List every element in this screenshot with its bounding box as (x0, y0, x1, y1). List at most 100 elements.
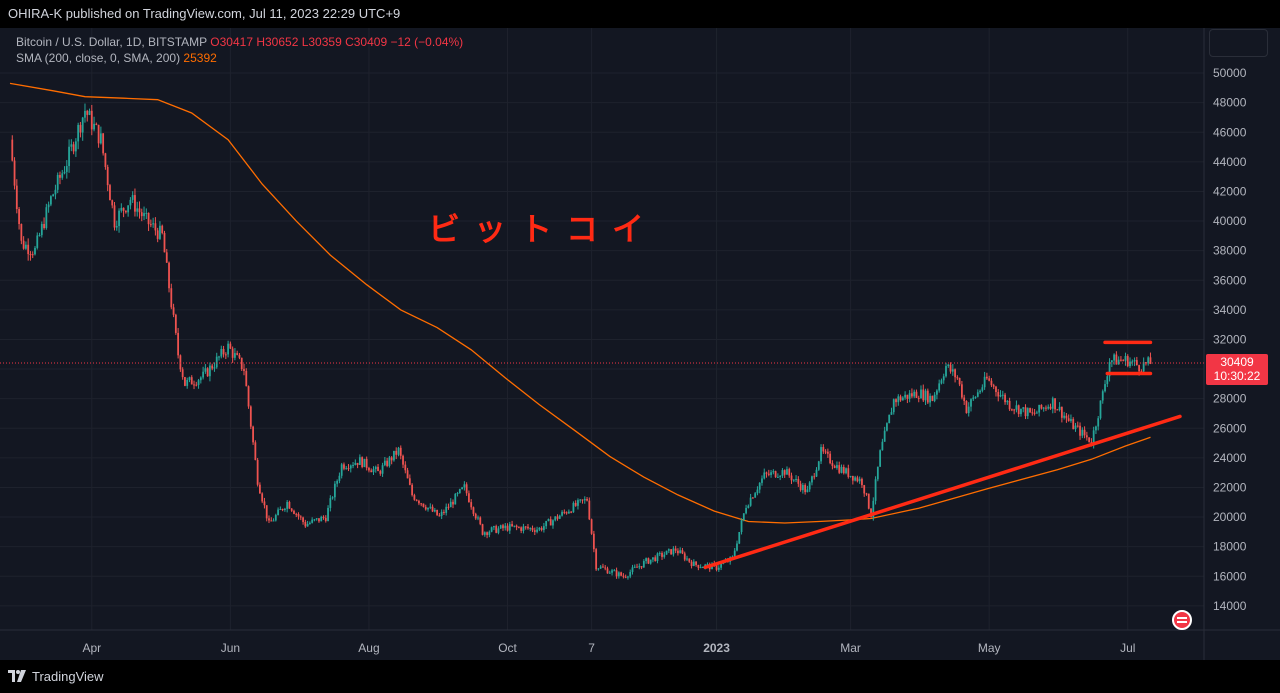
candle-body (499, 525, 502, 529)
y-tick-label: 44000 (1213, 155, 1247, 169)
price-chart[interactable]: 14000 16000 18000 20000 22000 24000 26000 28000… (0, 28, 1280, 660)
candle-body (506, 525, 509, 531)
candle-body (697, 564, 700, 568)
candle-body (468, 493, 470, 503)
candle-body (383, 460, 386, 466)
candle-body (933, 394, 936, 401)
candle-body (224, 354, 227, 356)
candle-body (1115, 354, 1118, 365)
candle-body (65, 166, 68, 172)
candle-body (354, 462, 357, 466)
candle-body (640, 566, 643, 568)
candle-body (1097, 418, 1100, 427)
candle-body (90, 110, 93, 130)
candle-body (486, 532, 488, 535)
candle-body (956, 377, 959, 379)
scale-settings-button[interactable] (1209, 29, 1268, 57)
candles (11, 103, 1152, 580)
candle-body (988, 378, 991, 381)
candle-body (833, 465, 836, 468)
candle-body (531, 527, 534, 531)
candle-body (88, 110, 91, 115)
candle-body (61, 173, 64, 178)
candle-body (36, 235, 39, 248)
candle-body (979, 390, 981, 393)
candle-body (179, 355, 182, 370)
y-tick-label: 42000 (1213, 184, 1247, 198)
candle-body (161, 225, 164, 233)
chart-area[interactable]: 14000 16000 18000 20000 22000 24000 26000 28000… (0, 28, 1280, 660)
candle-body (549, 519, 552, 526)
candle-body (1083, 429, 1086, 436)
candle-body (113, 205, 116, 228)
candle-body (1049, 406, 1052, 409)
us-flag-icon[interactable] (1172, 610, 1192, 630)
candle-body (627, 576, 629, 578)
candle-body (879, 450, 882, 467)
candle-body (556, 516, 559, 519)
candle-body (361, 457, 364, 468)
candle-body (290, 508, 293, 511)
candle-body (997, 392, 1000, 397)
candle-body (767, 473, 770, 475)
candle-body (311, 519, 314, 523)
candle-body (495, 526, 498, 533)
candle-body (283, 508, 286, 510)
candle-body (631, 567, 634, 572)
candle-body (272, 520, 275, 522)
candle-body (413, 495, 416, 500)
candle-body (86, 110, 89, 115)
trendline-drawing (703, 414, 1182, 570)
candle-body (322, 516, 325, 518)
candle-body (985, 376, 988, 379)
candle-body (1099, 400, 1102, 419)
candle-body (368, 467, 370, 471)
y-tick-label: 46000 (1213, 125, 1247, 139)
candle-body (736, 543, 738, 551)
candle-body (699, 567, 702, 569)
candle-body (517, 527, 520, 529)
candle-body (788, 469, 791, 476)
candle-body (1031, 412, 1034, 414)
candle-body (440, 511, 443, 516)
candle-body (1008, 400, 1011, 410)
candle-body (1040, 404, 1043, 409)
candle-body (917, 397, 920, 399)
candle-body (129, 199, 132, 206)
candle-body (308, 522, 311, 524)
candle-body (595, 549, 598, 570)
candle-body (1058, 406, 1061, 410)
candle-body (156, 230, 159, 239)
candle-body (181, 369, 184, 378)
candle-body (427, 507, 429, 510)
candle-body (1149, 357, 1152, 364)
candle-body (976, 392, 979, 397)
candle-body (1142, 362, 1145, 372)
candle-body (315, 518, 318, 520)
candle-body (488, 531, 491, 535)
candle-body (1106, 376, 1109, 385)
candle-body (131, 195, 134, 200)
candle-body (1104, 384, 1106, 392)
candle-body (1092, 430, 1095, 445)
candle-body (45, 207, 48, 229)
candle-body (563, 511, 566, 513)
candle-body (981, 387, 984, 391)
candle-body (983, 376, 986, 388)
candle-body (370, 470, 373, 473)
candle-body (374, 466, 377, 470)
candle-body (502, 525, 504, 529)
candle-body (461, 487, 463, 490)
candle-body (772, 471, 775, 473)
candle-body (213, 367, 216, 369)
candle-body (347, 468, 350, 470)
candle-body (1010, 409, 1013, 411)
x-tick-label: Oct (498, 641, 517, 655)
candle-body (695, 561, 697, 565)
candle-body (406, 470, 409, 479)
candle-body (624, 576, 627, 578)
candle-body (1145, 362, 1147, 364)
candle-body (277, 509, 279, 516)
candle-body (420, 503, 423, 505)
candle-body (886, 423, 888, 431)
